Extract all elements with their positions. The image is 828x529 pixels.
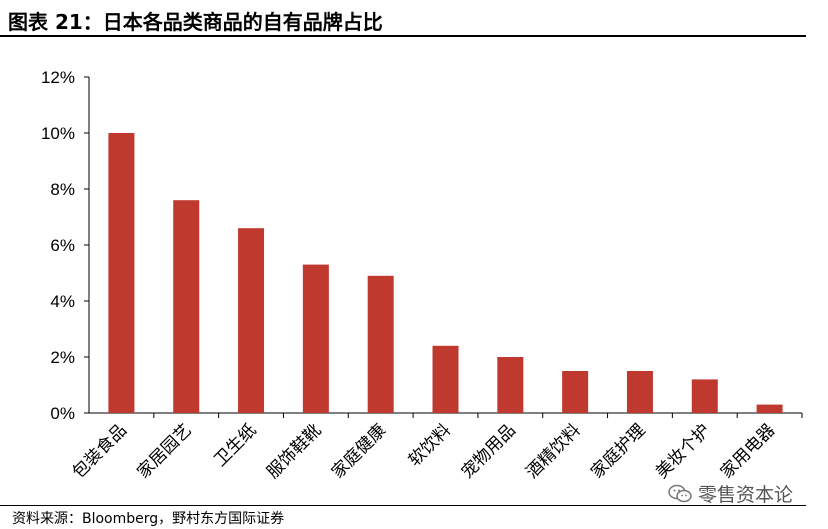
y-tick-label: 6% [50,236,75,255]
bar [367,275,394,413]
x-category-label: 美妆个护 [652,420,714,482]
x-category-label: 酒精饮料 [522,420,584,482]
bar [691,379,718,413]
wechat-icon [668,484,692,504]
x-category-label: 宠物用品 [458,420,520,482]
source-divider [0,505,806,506]
x-category-label: 软饮料 [405,420,455,470]
bar [238,228,265,413]
bar [626,371,653,413]
bar [173,200,200,413]
x-category-label: 家用电器 [717,420,779,482]
x-category-label: 家庭健康 [328,420,390,482]
watermark-text: 零售资本论 [698,484,794,506]
y-tick-label: 10% [41,124,75,143]
y-tick-label: 8% [50,180,75,199]
bar [302,264,329,413]
y-tick-label: 4% [50,292,75,311]
y-tick-label: 12% [41,68,75,87]
x-category-label: 卫生纸 [210,420,260,470]
source-note: 资料来源：Bloomberg，野村东方国际证券 [12,511,285,527]
watermark: 零售资本论 [668,480,793,507]
x-category-label: 家庭护理 [587,420,649,482]
x-category-label: 包装食品 [69,420,131,482]
x-category-label: 家居园艺 [134,420,196,482]
figure-title: 图表 21：日本各品类商品的自有品牌占比 [8,10,383,34]
y-tick-label: 0% [50,404,75,423]
bar [756,404,783,413]
bar [562,371,589,413]
title-divider [0,35,806,37]
bar [108,133,135,413]
bar [497,357,524,413]
y-tick-label: 2% [50,348,75,367]
bar [432,345,459,413]
x-category-label: 服饰鞋靴 [263,420,325,482]
